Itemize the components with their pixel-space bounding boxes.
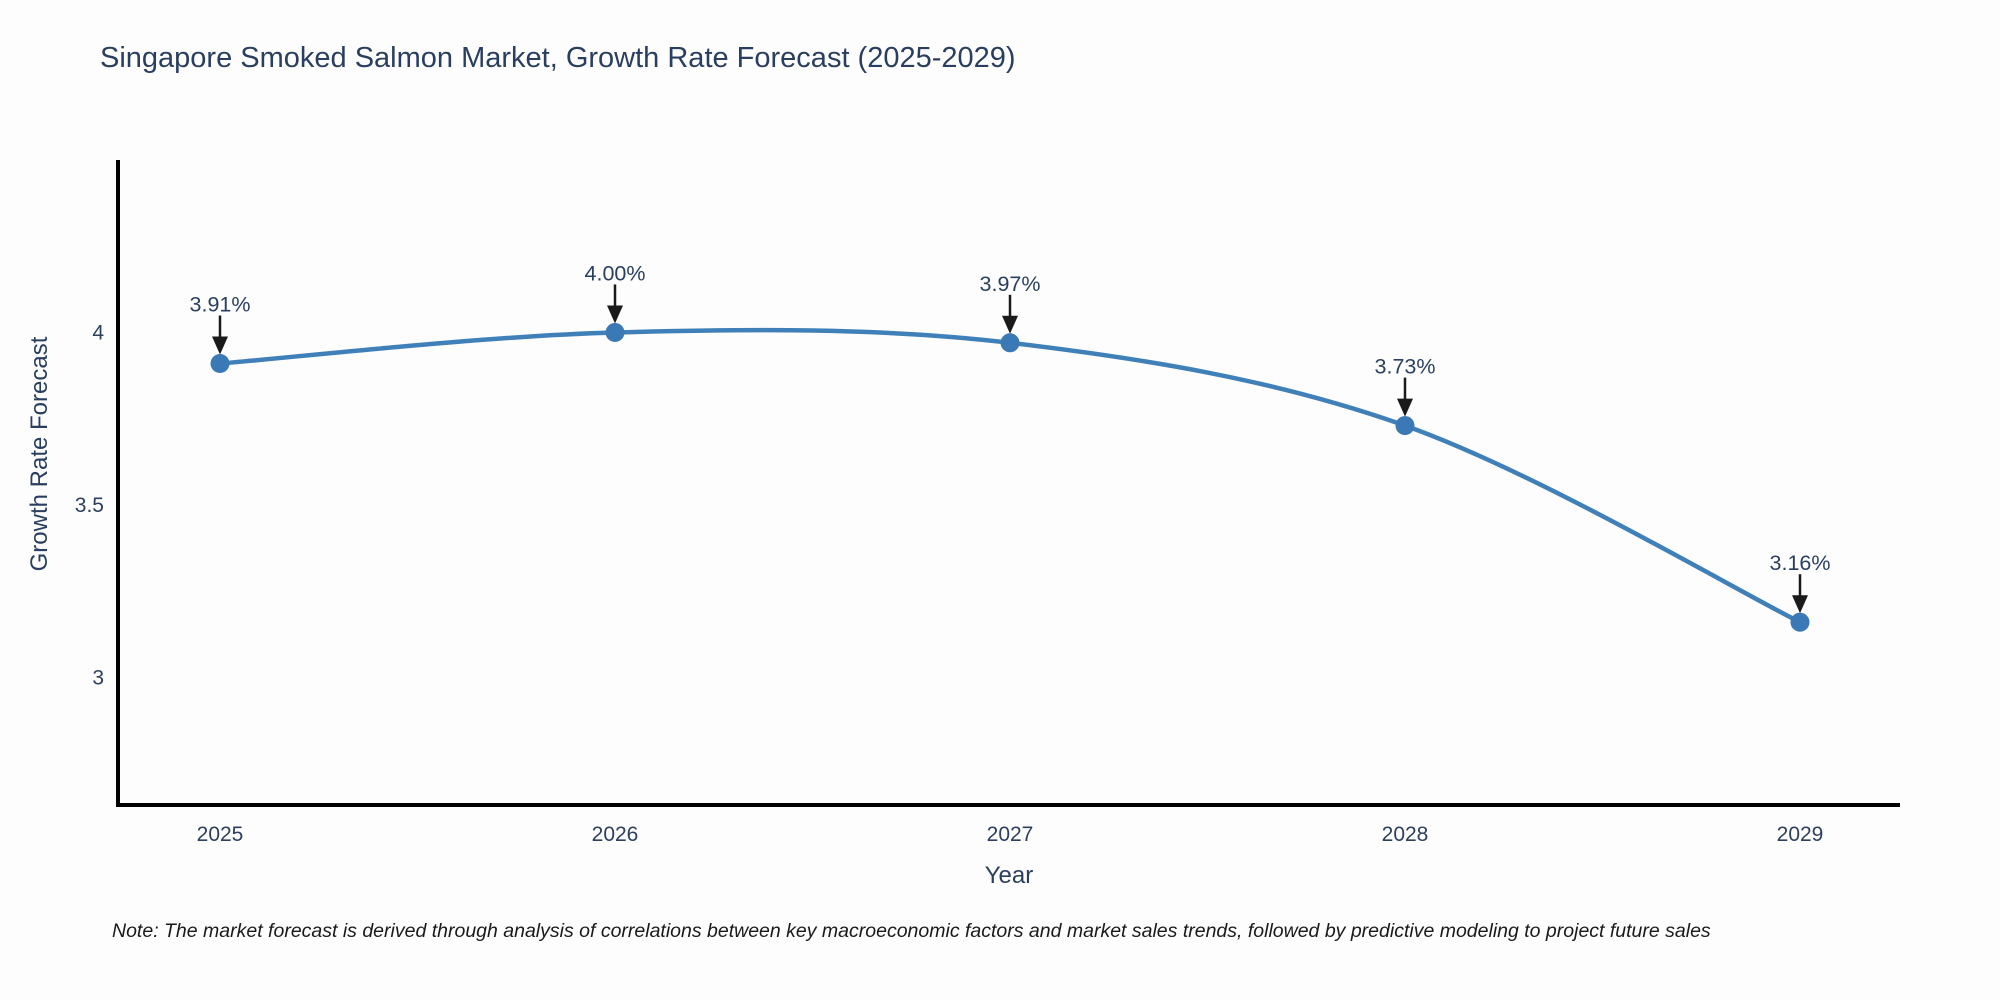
footnote: Note: The market forecast is derived thr… [112, 920, 1711, 942]
data-point-2025[interactable] [210, 354, 230, 374]
x-axis-title: Year [984, 862, 1034, 889]
x-tick-label: 2029 [1777, 823, 1824, 846]
chart-title: Singapore Smoked Salmon Market, Growth R… [100, 42, 1016, 74]
point-value-label: 3.97% [980, 272, 1041, 296]
annotation-arrow-icon [607, 305, 623, 324]
x-tick-label: 2028 [1382, 823, 1429, 846]
point-value-label: 3.73% [1375, 355, 1436, 379]
x-tick-label: 2025 [197, 823, 244, 846]
annotation-arrow-icon [1792, 595, 1808, 614]
point-value-label: 3.91% [190, 293, 251, 317]
annotation-arrow-icon [212, 336, 228, 355]
annotation-arrow-icon [1397, 398, 1413, 417]
annotation-arrow-icon [1002, 315, 1018, 334]
data-point-2027[interactable] [1000, 333, 1020, 353]
y-tick-label: 3.5 [75, 494, 104, 517]
data-point-2028[interactable] [1395, 416, 1415, 436]
y-tick-label: 4 [92, 321, 104, 344]
x-tick-label: 2026 [592, 823, 639, 846]
point-value-label: 3.16% [1770, 551, 1831, 575]
data-point-2026[interactable] [605, 322, 625, 342]
data-point-2029[interactable] [1790, 612, 1810, 632]
forecast-line [217, 327, 1803, 625]
point-value-label: 4.00% [585, 261, 646, 285]
y-tick-label: 3 [92, 666, 104, 689]
x-tick-label: 2027 [987, 823, 1034, 846]
